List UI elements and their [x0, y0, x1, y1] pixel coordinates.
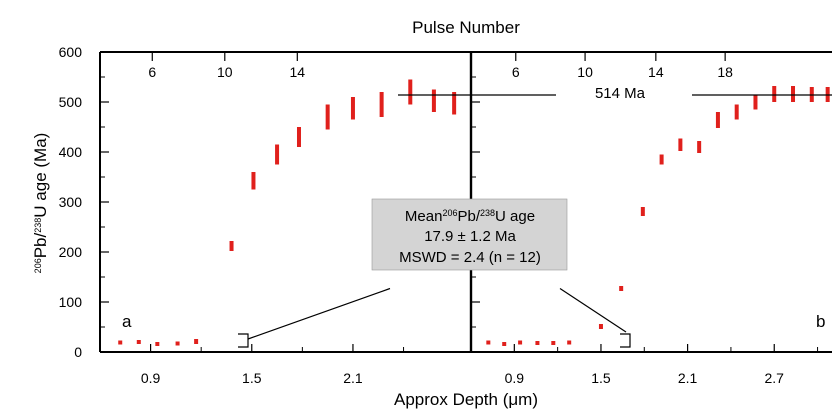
data-point	[715, 112, 720, 128]
x-axis-title-prefix: Approx Depth (	[394, 390, 509, 409]
data-point	[640, 207, 645, 216]
x-tick-label: 0.9	[505, 370, 525, 386]
y-axis-title-sup1: 206	[33, 258, 43, 273]
y-axis-title-part1: Pb/	[31, 232, 50, 258]
data-point	[118, 340, 123, 345]
data-point	[350, 97, 355, 120]
y-axis-title-sup2: 238	[33, 218, 43, 233]
y-axis-title-part2: U age (Ma)	[31, 133, 50, 218]
x-tick-label: 2.1	[678, 370, 698, 386]
y-tick-label: 0	[74, 344, 82, 360]
pulse-tick-label: 14	[290, 64, 306, 80]
annotation-line1: Mean206Pb/238U age	[405, 208, 535, 225]
data-point	[431, 89, 436, 112]
data-point	[379, 92, 384, 117]
data-point	[734, 104, 739, 120]
data-point	[772, 86, 777, 102]
data-point	[175, 341, 180, 346]
data-point	[452, 92, 457, 115]
data-point	[275, 144, 280, 165]
y-tick-label: 600	[59, 44, 83, 60]
data-point	[229, 241, 234, 251]
data-point	[659, 154, 664, 165]
x-tick-label: 0.9	[141, 370, 161, 386]
data-point	[753, 94, 758, 110]
x-tick-label: 2.7	[765, 370, 785, 386]
data-point	[408, 79, 413, 105]
x-axis-title: Approx Depth (μm)	[394, 390, 538, 409]
pulse-tick-label: 6	[148, 64, 156, 80]
annotation-line1-suffix: U age	[495, 208, 535, 225]
y-tick-label: 500	[59, 94, 83, 110]
data-point	[251, 172, 256, 190]
bracket-b	[620, 333, 631, 348]
x-tick-label: 2.1	[343, 370, 363, 386]
data-point	[194, 339, 199, 344]
panel-label-b: b	[816, 312, 825, 331]
data-point	[678, 138, 683, 151]
top-axis-title: Pulse Number	[412, 18, 520, 37]
annotation-sup1: 206	[442, 208, 457, 218]
pulse-tick-label: 18	[717, 64, 733, 80]
data-point	[296, 127, 301, 147]
annotation-box: Mean206Pb/238U age 17.9 ± 1.2 Ma MSWD = …	[371, 198, 568, 271]
data-point	[502, 342, 507, 346]
annotation-line2: 17.9 ± 1.2 Ma	[424, 228, 516, 245]
data-point	[551, 341, 556, 345]
y-tick-labels: 0 100 200 300 400 500 600	[59, 44, 83, 360]
plateau-label: 514 Ma	[595, 85, 646, 102]
data-point	[598, 324, 603, 329]
x-tick-label: 1.5	[242, 370, 262, 386]
annotation-sup2: 238	[480, 208, 495, 218]
annotation-line3: MSWD = 2.4 (n = 12)	[399, 249, 541, 266]
bracket-group	[238, 287, 631, 348]
data-point	[567, 340, 572, 345]
data-point	[619, 286, 624, 291]
x-axis-title-mu: μ	[508, 390, 518, 409]
data-point	[155, 342, 160, 346]
data-point	[518, 340, 523, 345]
data-point	[486, 340, 491, 345]
y-tick-label: 400	[59, 144, 83, 160]
x-tick-label: 1.5	[591, 370, 611, 386]
pulse-tick-label: 6	[512, 64, 520, 80]
data-point	[136, 340, 141, 344]
pulse-tick-label: 10	[577, 64, 593, 80]
panel-label-a: a	[122, 312, 132, 331]
connector-b	[559, 287, 627, 333]
pulse-tick-label: 14	[648, 64, 664, 80]
y-tick-label: 100	[59, 294, 83, 310]
data-point	[535, 341, 540, 345]
y-axis-title: 206Pb/238U age (Ma)	[31, 133, 50, 274]
data-point	[325, 104, 330, 130]
plateau-group: 514 Ma	[398, 85, 832, 102]
connector-a	[247, 287, 391, 340]
data-point	[791, 86, 796, 102]
y-tick-label: 200	[59, 244, 83, 260]
annotation-line1-prefix: Mean	[405, 208, 443, 225]
y-tick-label: 300	[59, 194, 83, 210]
bracket-a	[238, 333, 249, 348]
x-axis-title-suffix: m)	[518, 390, 538, 409]
data-point	[697, 141, 702, 153]
axis-ticks: 0.9 1.5 2.1 6 10 14 0.9 1.5 2.1 2.7 6 10 14 18	[100, 51, 819, 386]
annotation-background	[371, 198, 568, 271]
annotation-mid1: Pb/	[457, 208, 480, 225]
pulse-tick-label: 10	[217, 64, 233, 80]
